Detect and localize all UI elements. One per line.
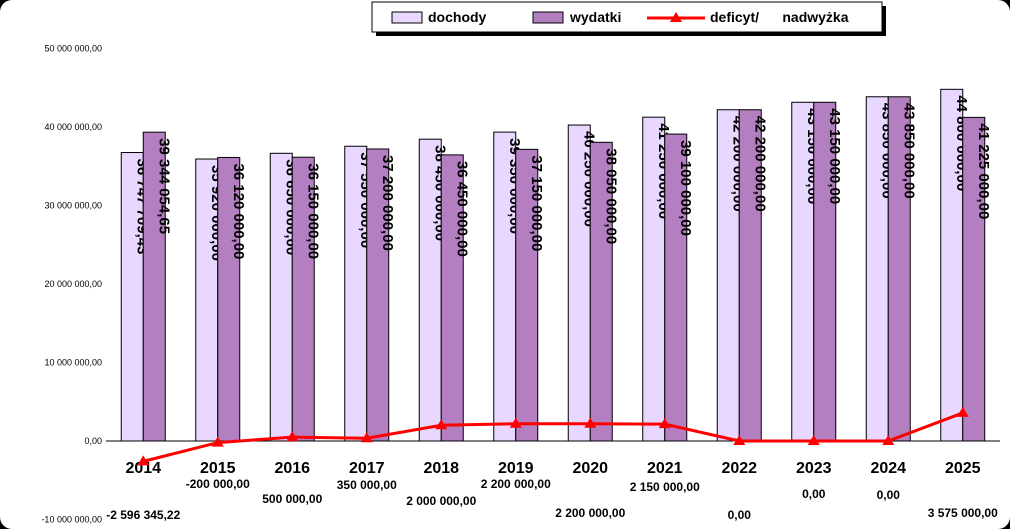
legend-label-wydatki: wydatki (569, 9, 621, 25)
bar-value-label: 42 200 000,00 (751, 116, 768, 212)
line-value-label: 3 575 000,00 (928, 506, 998, 520)
bar-value-label: 36 150 000,00 (304, 163, 321, 259)
x-tick-label: 2016 (274, 460, 310, 477)
bar-value-label: 43 150 000,00 (826, 108, 843, 204)
x-tick-label: 2022 (721, 460, 757, 477)
bar-value-label: 36 120 000,00 (230, 163, 247, 259)
x-tick-label: 2025 (945, 460, 981, 477)
line-value-label: 350 000,00 (337, 478, 397, 492)
y-tick-label: 10 000 000,00 (44, 358, 102, 368)
legend-label-dochody: dochody (428, 9, 487, 25)
y-tick-label: 30 000 000,00 (44, 201, 102, 211)
bar-value-label: 37 150 000,00 (528, 155, 545, 251)
line-value-label: 500 000,00 (262, 492, 322, 506)
x-tick-label: 2023 (796, 460, 832, 477)
line-value-label: 2 150 000,00 (630, 480, 700, 494)
legend-label-deficyt: deficyt/ nadwyżka (710, 9, 849, 25)
x-tick-label: 2024 (870, 460, 906, 477)
x-tick-label: 2021 (647, 460, 683, 477)
bar-value-label: 39 344 054,65 (155, 138, 172, 234)
y-tick-label: 0,00 (84, 436, 102, 446)
x-tick-label: 2019 (498, 460, 534, 477)
x-tick-label: 2018 (423, 460, 459, 477)
bar-value-label: 36 450 000,00 (453, 161, 470, 257)
bar-value-label: 39 100 000,00 (677, 140, 694, 236)
line-value-label: 2 200 000,00 (555, 506, 625, 520)
line-value-label: -2 596 345,22 (106, 508, 180, 522)
line-value-label: -200 000,00 (186, 477, 250, 491)
legend-swatch-wydatki (533, 12, 563, 23)
line-value-label: 0,00 (728, 508, 752, 522)
y-tick-label: 50 000 000,00 (44, 44, 102, 54)
x-tick-label: 2017 (349, 460, 385, 477)
line-value-label: 2 200 000,00 (481, 477, 551, 491)
y-tick-label: 20 000 000,00 (44, 279, 102, 289)
line-value-label: 0,00 (802, 487, 826, 501)
bar-value-label: 38 050 000,00 (602, 148, 619, 244)
x-tick-label: 2015 (200, 460, 236, 477)
y-tick-label: 40 000 000,00 (44, 122, 102, 132)
bar-value-label: 41 225 000,00 (975, 123, 992, 219)
legend-swatch-dochody (392, 12, 422, 23)
y-tick-label: -10 000 000,00 (41, 515, 102, 525)
legend: dochody wydatki deficyt/ nadwyżka (372, 2, 886, 36)
x-tick-label: 2020 (572, 460, 608, 477)
line-value-label: 2 000 000,00 (406, 494, 476, 508)
bar-value-label: 37 200 000,00 (379, 155, 396, 251)
line-value-label: 0,00 (877, 488, 901, 502)
bar-value-label: 43 850 000,00 (900, 103, 917, 199)
